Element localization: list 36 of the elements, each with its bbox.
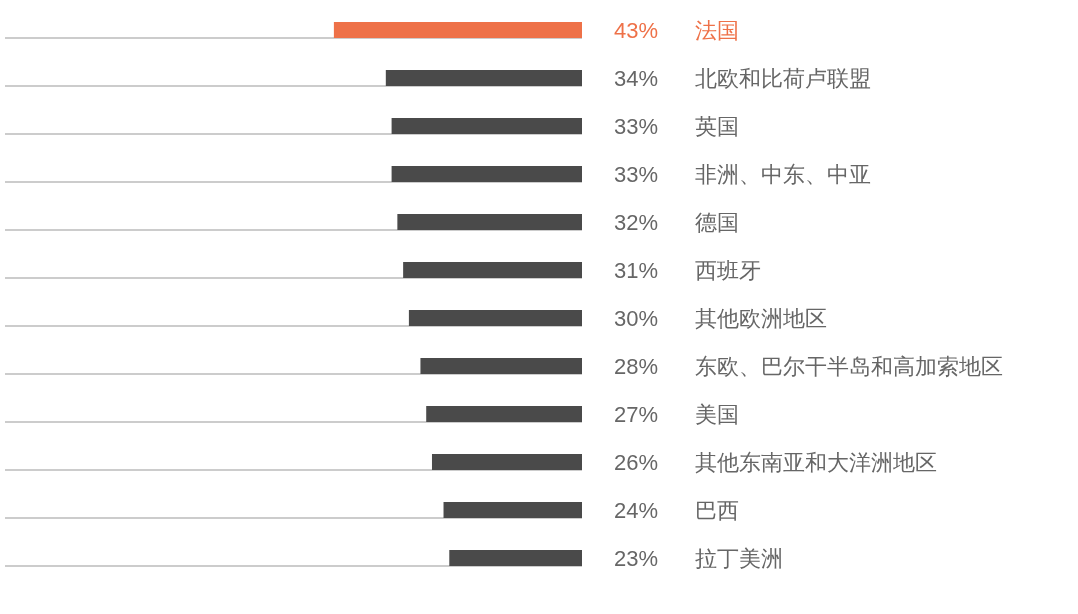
bar bbox=[449, 550, 582, 566]
y-tick-label: 东欧、巴尔干半岛和高加索地区 bbox=[695, 353, 1003, 379]
y-tick-label: 其他东南亚和大洋洲地区 bbox=[695, 449, 937, 475]
y-tick-label: 拉丁美洲 bbox=[695, 545, 783, 571]
bar bbox=[403, 262, 582, 278]
data-label: 26% bbox=[614, 449, 659, 475]
data-label: 28% bbox=[614, 353, 659, 379]
y-tick-label: 英国 bbox=[695, 113, 739, 139]
data-label: 23% bbox=[614, 545, 659, 571]
y-tick-label: 北欧和比荷卢联盟 bbox=[695, 65, 871, 91]
y-tick-label: 巴西 bbox=[695, 497, 739, 523]
data-label: 30% bbox=[614, 305, 659, 331]
data-label: 43% bbox=[614, 17, 659, 43]
bar bbox=[431, 454, 582, 470]
bar bbox=[426, 406, 582, 422]
y-tick-label: 西班牙 bbox=[695, 257, 761, 283]
bar bbox=[391, 118, 582, 134]
data-label: 34% bbox=[614, 65, 659, 91]
data-label: 33% bbox=[614, 113, 659, 139]
data-label: 24% bbox=[614, 497, 659, 523]
bar bbox=[420, 358, 582, 374]
bar bbox=[385, 70, 582, 86]
y-tick-label: 非洲、中东、中亚 bbox=[695, 161, 871, 187]
bar bbox=[333, 22, 582, 38]
y-tick-label: 美国 bbox=[695, 401, 739, 427]
y-tick-label: 德国 bbox=[695, 209, 739, 235]
data-label: 27% bbox=[614, 401, 659, 427]
data-label: 32% bbox=[614, 209, 659, 235]
y-tick-label: 法国 bbox=[695, 17, 739, 43]
data-label: 33% bbox=[614, 161, 659, 187]
bar bbox=[391, 166, 582, 182]
bar bbox=[397, 214, 582, 230]
data-label: 31% bbox=[614, 257, 659, 283]
y-tick-label: 其他欧洲地区 bbox=[695, 305, 827, 331]
bar bbox=[408, 310, 582, 326]
bar bbox=[443, 502, 582, 518]
